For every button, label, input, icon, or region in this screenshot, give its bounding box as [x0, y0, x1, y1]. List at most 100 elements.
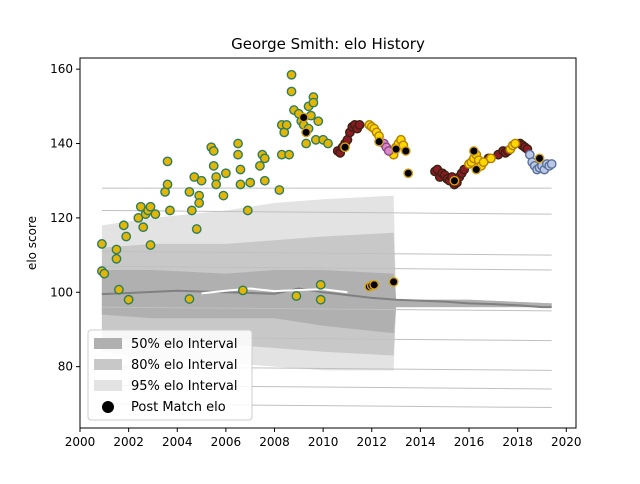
elo-point [111, 253, 122, 264]
x-tick-label: 2008 [259, 435, 290, 449]
elo-point [233, 138, 243, 149]
elo-point [284, 149, 294, 160]
elo-point [208, 146, 219, 156]
legend-label-80: 80% elo Interval [131, 358, 238, 373]
legend-label-dot: Post Match elo [131, 400, 226, 415]
band-50 [101, 269, 552, 334]
elo-point [301, 127, 312, 138]
elo-point [235, 164, 246, 175]
elo-point [220, 168, 231, 179]
elo-point [471, 164, 482, 175]
post-match-points [96, 69, 557, 305]
x-tick-label: 2000 [65, 435, 96, 449]
elo-point [391, 144, 401, 155]
chart-title: George Smith: elo History [231, 35, 425, 53]
confidence-bands [101, 195, 552, 371]
elo-point [510, 138, 521, 149]
elo-point [308, 97, 319, 108]
x-tick-label: 2020 [551, 435, 582, 449]
elo-point [186, 205, 197, 216]
mean-elo-line [101, 287, 552, 309]
elo-point [354, 120, 365, 130]
legend-swatch-95 [94, 380, 122, 391]
elo-point [145, 201, 156, 212]
elo-point [259, 175, 270, 186]
x-tick-label: 2018 [502, 435, 533, 449]
elo-point [546, 159, 557, 169]
interval-line-2 [101, 250, 552, 256]
legend-swatch-80 [94, 359, 122, 370]
elo-point [111, 244, 122, 255]
elo-point [121, 231, 132, 242]
elo-point [286, 69, 297, 80]
elo-point [449, 175, 460, 186]
elo-point [313, 116, 324, 127]
elo-point [301, 138, 312, 149]
legend-box [87, 329, 253, 421]
legend-label-95: 95% elo Interval [131, 379, 238, 394]
legend-label-50: 50% elo Interval [131, 337, 238, 352]
elo-point [114, 284, 124, 295]
elo-point [286, 86, 297, 97]
elo-point [242, 205, 253, 216]
median-elo-line [201, 287, 348, 295]
y-axis: 80 100 120 140 160 [50, 62, 80, 374]
elo-point [184, 186, 195, 197]
legend-swatch-50 [94, 338, 122, 349]
x-tick-label: 2012 [356, 435, 387, 449]
interval-line-3 [101, 265, 552, 271]
elo-point [374, 136, 384, 147]
elo-point [403, 168, 414, 179]
elo-point [534, 153, 545, 164]
elo-point [184, 294, 195, 304]
elo-point [274, 185, 285, 195]
x-tick-label: 2002 [113, 435, 144, 449]
legend-marker-dot [102, 401, 114, 413]
elo-point [233, 149, 243, 160]
y-tick-label: 120 [50, 211, 73, 225]
elo-point [99, 268, 110, 279]
elo-point [96, 239, 107, 249]
elo-point [238, 285, 248, 296]
elo-point [468, 146, 479, 156]
elo-point [145, 240, 156, 250]
elo-point [400, 146, 411, 156]
elo-point [281, 120, 292, 130]
elo-point [315, 279, 326, 290]
elo-point [208, 160, 219, 171]
elo-point [259, 153, 270, 164]
elo-point [138, 222, 149, 233]
elo-point [211, 179, 222, 190]
y-axis-label: elo score [25, 216, 39, 270]
elo-point [255, 160, 265, 171]
elo-point [118, 220, 129, 231]
elo-point [150, 209, 161, 220]
elo-point [196, 175, 207, 186]
y-tick-label: 100 [50, 285, 73, 299]
elo-point [245, 177, 256, 188]
y-tick-label: 140 [50, 137, 73, 151]
elo-point [323, 138, 333, 149]
elo-point [123, 294, 134, 305]
x-tick-label: 2010 [308, 435, 339, 449]
elo-point [218, 190, 229, 201]
elo-point [369, 279, 380, 290]
elo-point [315, 294, 326, 305]
plot-frame [79, 57, 577, 429]
elo-point [486, 153, 496, 164]
elo-point [162, 156, 173, 167]
elo-point [162, 179, 173, 190]
x-tick-label: 2016 [454, 435, 485, 449]
elo-point [298, 112, 309, 123]
interval-line-1 [101, 209, 552, 215]
x-tick-label: 2014 [405, 435, 436, 449]
elo-point [291, 291, 302, 301]
legend: 50% elo Interval 80% elo Interval 95% el… [87, 329, 253, 421]
interval-line-4 [101, 306, 552, 312]
y-tick-label: 160 [50, 62, 73, 76]
x-tick-label: 2006 [211, 435, 242, 449]
elo-point [191, 224, 202, 234]
elo-point [388, 276, 399, 287]
